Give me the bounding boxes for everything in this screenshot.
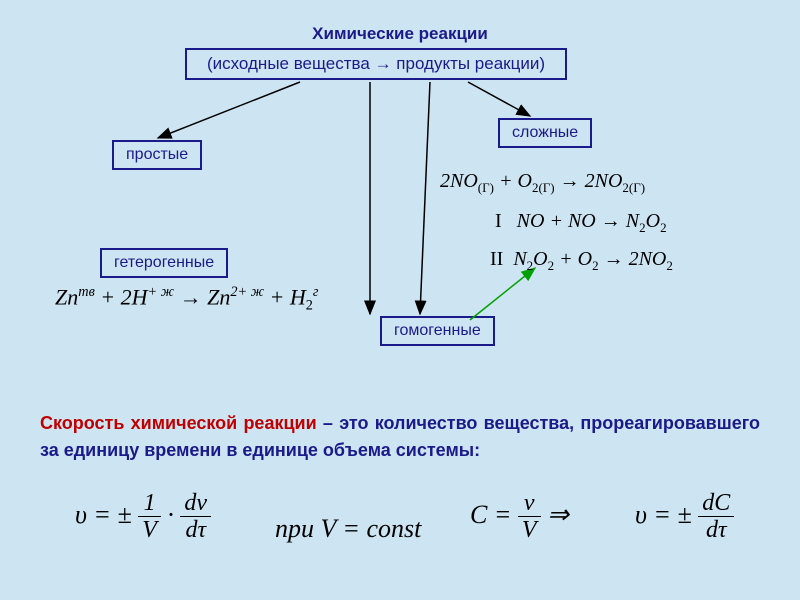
- homo-box: гомогенные: [380, 316, 495, 346]
- formula-row: υ = ± 1V · dνdτ npu V = const C = νV ⇒ υ…: [0, 490, 800, 580]
- main-box: (исходные вещества → продукты реакции): [185, 48, 567, 80]
- simple-box: простые: [112, 140, 202, 170]
- hetero-box: гетерогенные: [100, 248, 228, 278]
- page-title: Химические реакции: [312, 24, 488, 44]
- formula-condition: npu V = const: [275, 514, 421, 544]
- eq-hetero: Znтв + 2H+ ж → Zn2+ ж + H2г: [55, 284, 319, 315]
- definition-term: Скорость химической реакции: [40, 413, 317, 433]
- definition-text: Скорость химической реакции – это количе…: [40, 410, 760, 464]
- complex-box: сложные: [498, 118, 592, 148]
- eq-complex-overall: 2NO(Г) + O2(Г) → 2NO2(Г): [440, 170, 645, 196]
- formula-concentration: C = νV ⇒: [470, 490, 569, 544]
- eq-complex-step1: I NO + NO → N2O2: [495, 210, 667, 236]
- formula-rate-conc: υ = ± dCdτ: [635, 490, 734, 544]
- formula-rate-def: υ = ± 1V · dνdτ: [75, 490, 211, 544]
- eq-complex-step2: II N2O2 + O2 → 2NO2: [490, 248, 673, 274]
